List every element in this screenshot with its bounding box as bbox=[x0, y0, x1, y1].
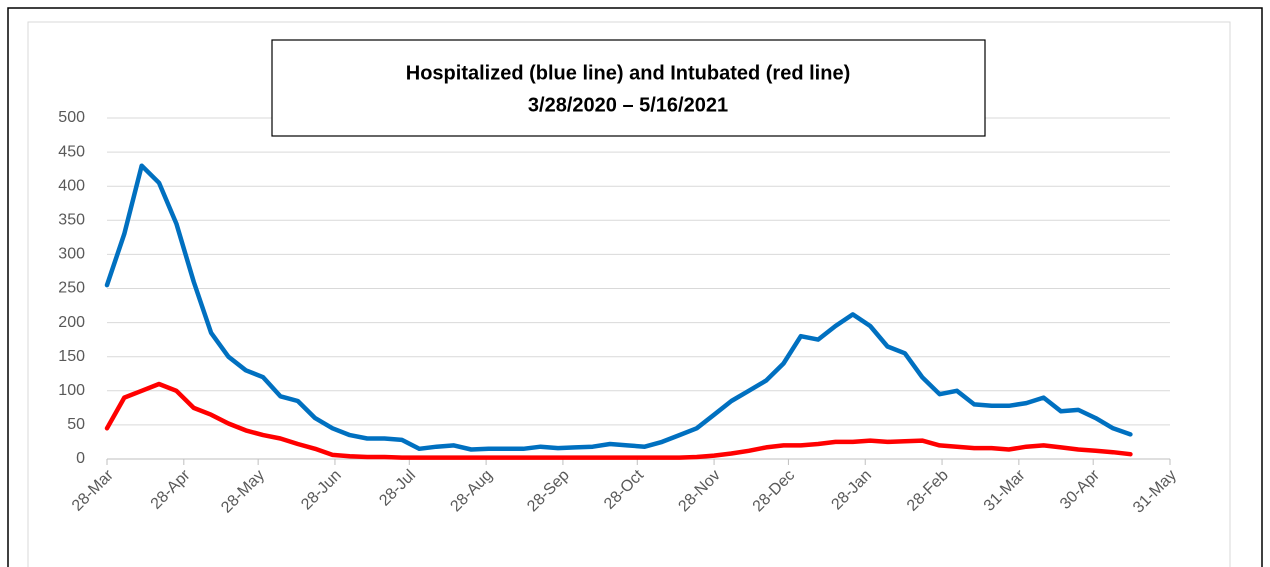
x-tick-label: 28-Jul bbox=[376, 467, 419, 510]
y-tick-label: 400 bbox=[58, 177, 85, 194]
x-tick-label: 28-Jan bbox=[828, 467, 875, 514]
x-tick-label: 28-Sep bbox=[524, 467, 573, 516]
x-tick-label: 28-Apr bbox=[148, 466, 194, 512]
y-tick-label: 450 bbox=[58, 143, 85, 160]
y-tick-label: 500 bbox=[58, 109, 85, 126]
x-tick-label: 28-Mar bbox=[69, 466, 117, 514]
x-tick-label: 28-Nov bbox=[675, 467, 724, 516]
y-tick-label: 100 bbox=[58, 382, 85, 399]
y-tick-label: 150 bbox=[58, 348, 85, 365]
series-line bbox=[104, 163, 1133, 452]
title-box bbox=[271, 39, 986, 137]
x-tick-label: 28-Jun bbox=[298, 467, 345, 514]
x-tick-label: 28-Dec bbox=[750, 467, 799, 516]
x-tick-label: 28-Aug bbox=[447, 467, 496, 516]
y-tick-label: 200 bbox=[58, 314, 85, 331]
series-line bbox=[104, 381, 1133, 460]
chart-area bbox=[27, 21, 1231, 567]
y-tick-label: 300 bbox=[58, 246, 85, 263]
x-tick-label: 28-May bbox=[218, 467, 268, 517]
y-tick-label: 50 bbox=[67, 416, 85, 433]
chart-subtitle: 3/28/2020 – 5/16/2021 bbox=[528, 94, 728, 116]
outer-frame bbox=[7, 7, 1263, 567]
x-tick-label: 31-Mar bbox=[981, 466, 1029, 514]
x-tick-label: 28-Oct bbox=[601, 466, 647, 512]
lines bbox=[104, 163, 1133, 460]
y-tick-label: 350 bbox=[58, 212, 85, 229]
x-tick-label: 31-May bbox=[1130, 467, 1180, 517]
x-tick-label: 28-Feb bbox=[904, 467, 952, 515]
chart-title: Hospitalized (blue line) and Intubated (… bbox=[406, 62, 850, 84]
y-tick-label: 0 bbox=[76, 450, 85, 467]
x-tick-label: 30-Apr bbox=[1057, 466, 1103, 512]
y-tick-label: 250 bbox=[58, 280, 85, 297]
